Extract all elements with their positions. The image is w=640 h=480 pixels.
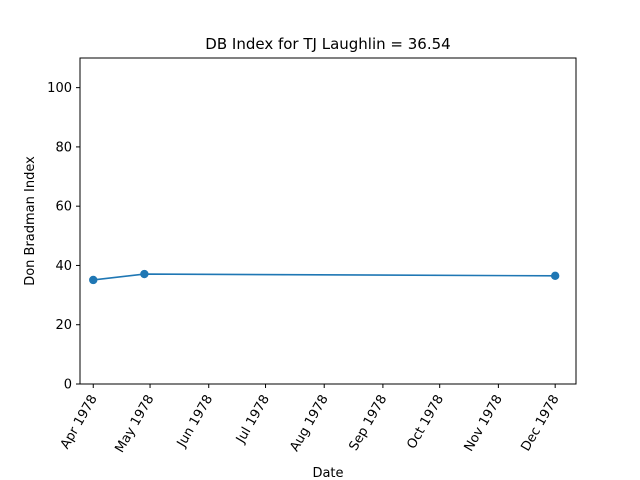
x-axis-title: Date (312, 466, 343, 480)
x-tick-label: Nov 1978 (462, 393, 506, 455)
x-tick-label: Jun 1978 (174, 393, 216, 451)
y-tick-label: 20 (55, 318, 72, 333)
x-tick-label: May 1978 (112, 393, 157, 456)
y-tick-label: 60 (55, 200, 72, 215)
x-tick-label: Sep 1978 (347, 393, 391, 454)
y-tick-label: 80 (55, 140, 72, 155)
chart-title: DB Index for TJ Laughlin = 36.54 (205, 35, 450, 53)
x-axis: Apr 1978 May 1978 Jun 1978 Jul 1978 Aug 1978… (58, 384, 563, 456)
x-tick-label: Jul 1978 (233, 393, 273, 447)
y-axis: 0 20 40 60 80 100 (47, 81, 80, 393)
y-tick-label: 100 (47, 81, 72, 96)
y-axis-title: Don Bradman Index (23, 156, 38, 286)
x-tick-label: Dec 1978 (518, 393, 562, 455)
y-tick-label: 0 (64, 378, 72, 393)
series-layer (89, 269, 560, 285)
plot-area (79, 57, 577, 385)
series-line (93, 273, 556, 281)
x-tick-label: Aug 1978 (287, 393, 331, 455)
y-tick-label: 40 (55, 259, 72, 274)
data-point (550, 271, 560, 281)
data-point (140, 269, 149, 279)
x-tick-label: Apr 1978 (58, 393, 101, 452)
data-point (89, 275, 98, 285)
x-tick-label: Oct 1978 (404, 393, 447, 452)
